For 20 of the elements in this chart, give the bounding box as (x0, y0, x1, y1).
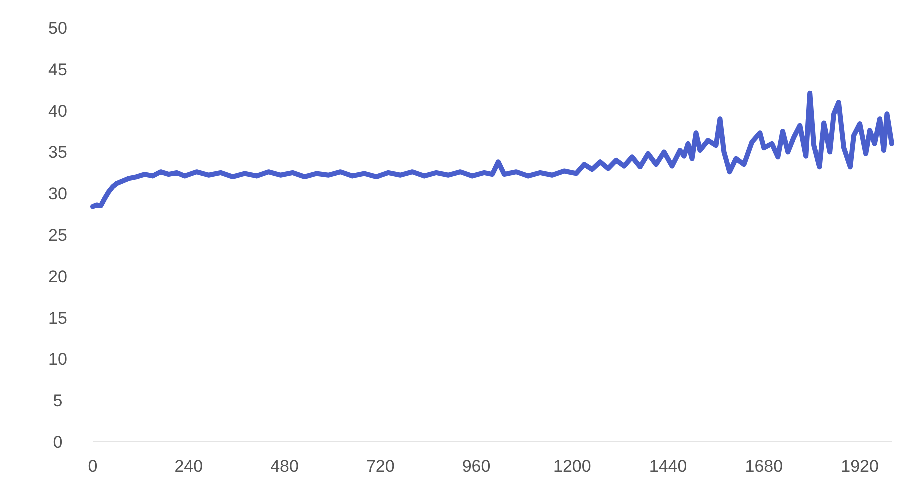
x-tick-label: 960 (462, 457, 491, 476)
x-tick-label: 1680 (745, 457, 784, 476)
x-tick-label: 1920 (841, 457, 879, 476)
y-tick-label: 50 (48, 18, 68, 38)
y-tick-label: 30 (48, 184, 68, 204)
x-tick-label: 480 (270, 457, 299, 476)
x-tick-label: 240 (174, 457, 204, 476)
y-tick-label: 10 (48, 350, 68, 370)
y-tick-label: 15 (48, 308, 68, 328)
y-tick-label: 20 (48, 267, 68, 286)
x-tick-label: 0 (88, 457, 98, 476)
x-tick-label: 1440 (649, 457, 688, 476)
x-tick-label: 1200 (553, 457, 592, 476)
x-tick-label: 720 (366, 457, 395, 476)
y-tick-label: 25 (48, 226, 68, 245)
y-tick-label: 40 (48, 102, 68, 121)
y-tick-label: 35 (48, 143, 68, 162)
y-tick-label: 45 (48, 60, 68, 80)
y-tick-label: 5 (53, 392, 63, 411)
y-tick-label: 0 (53, 432, 63, 452)
